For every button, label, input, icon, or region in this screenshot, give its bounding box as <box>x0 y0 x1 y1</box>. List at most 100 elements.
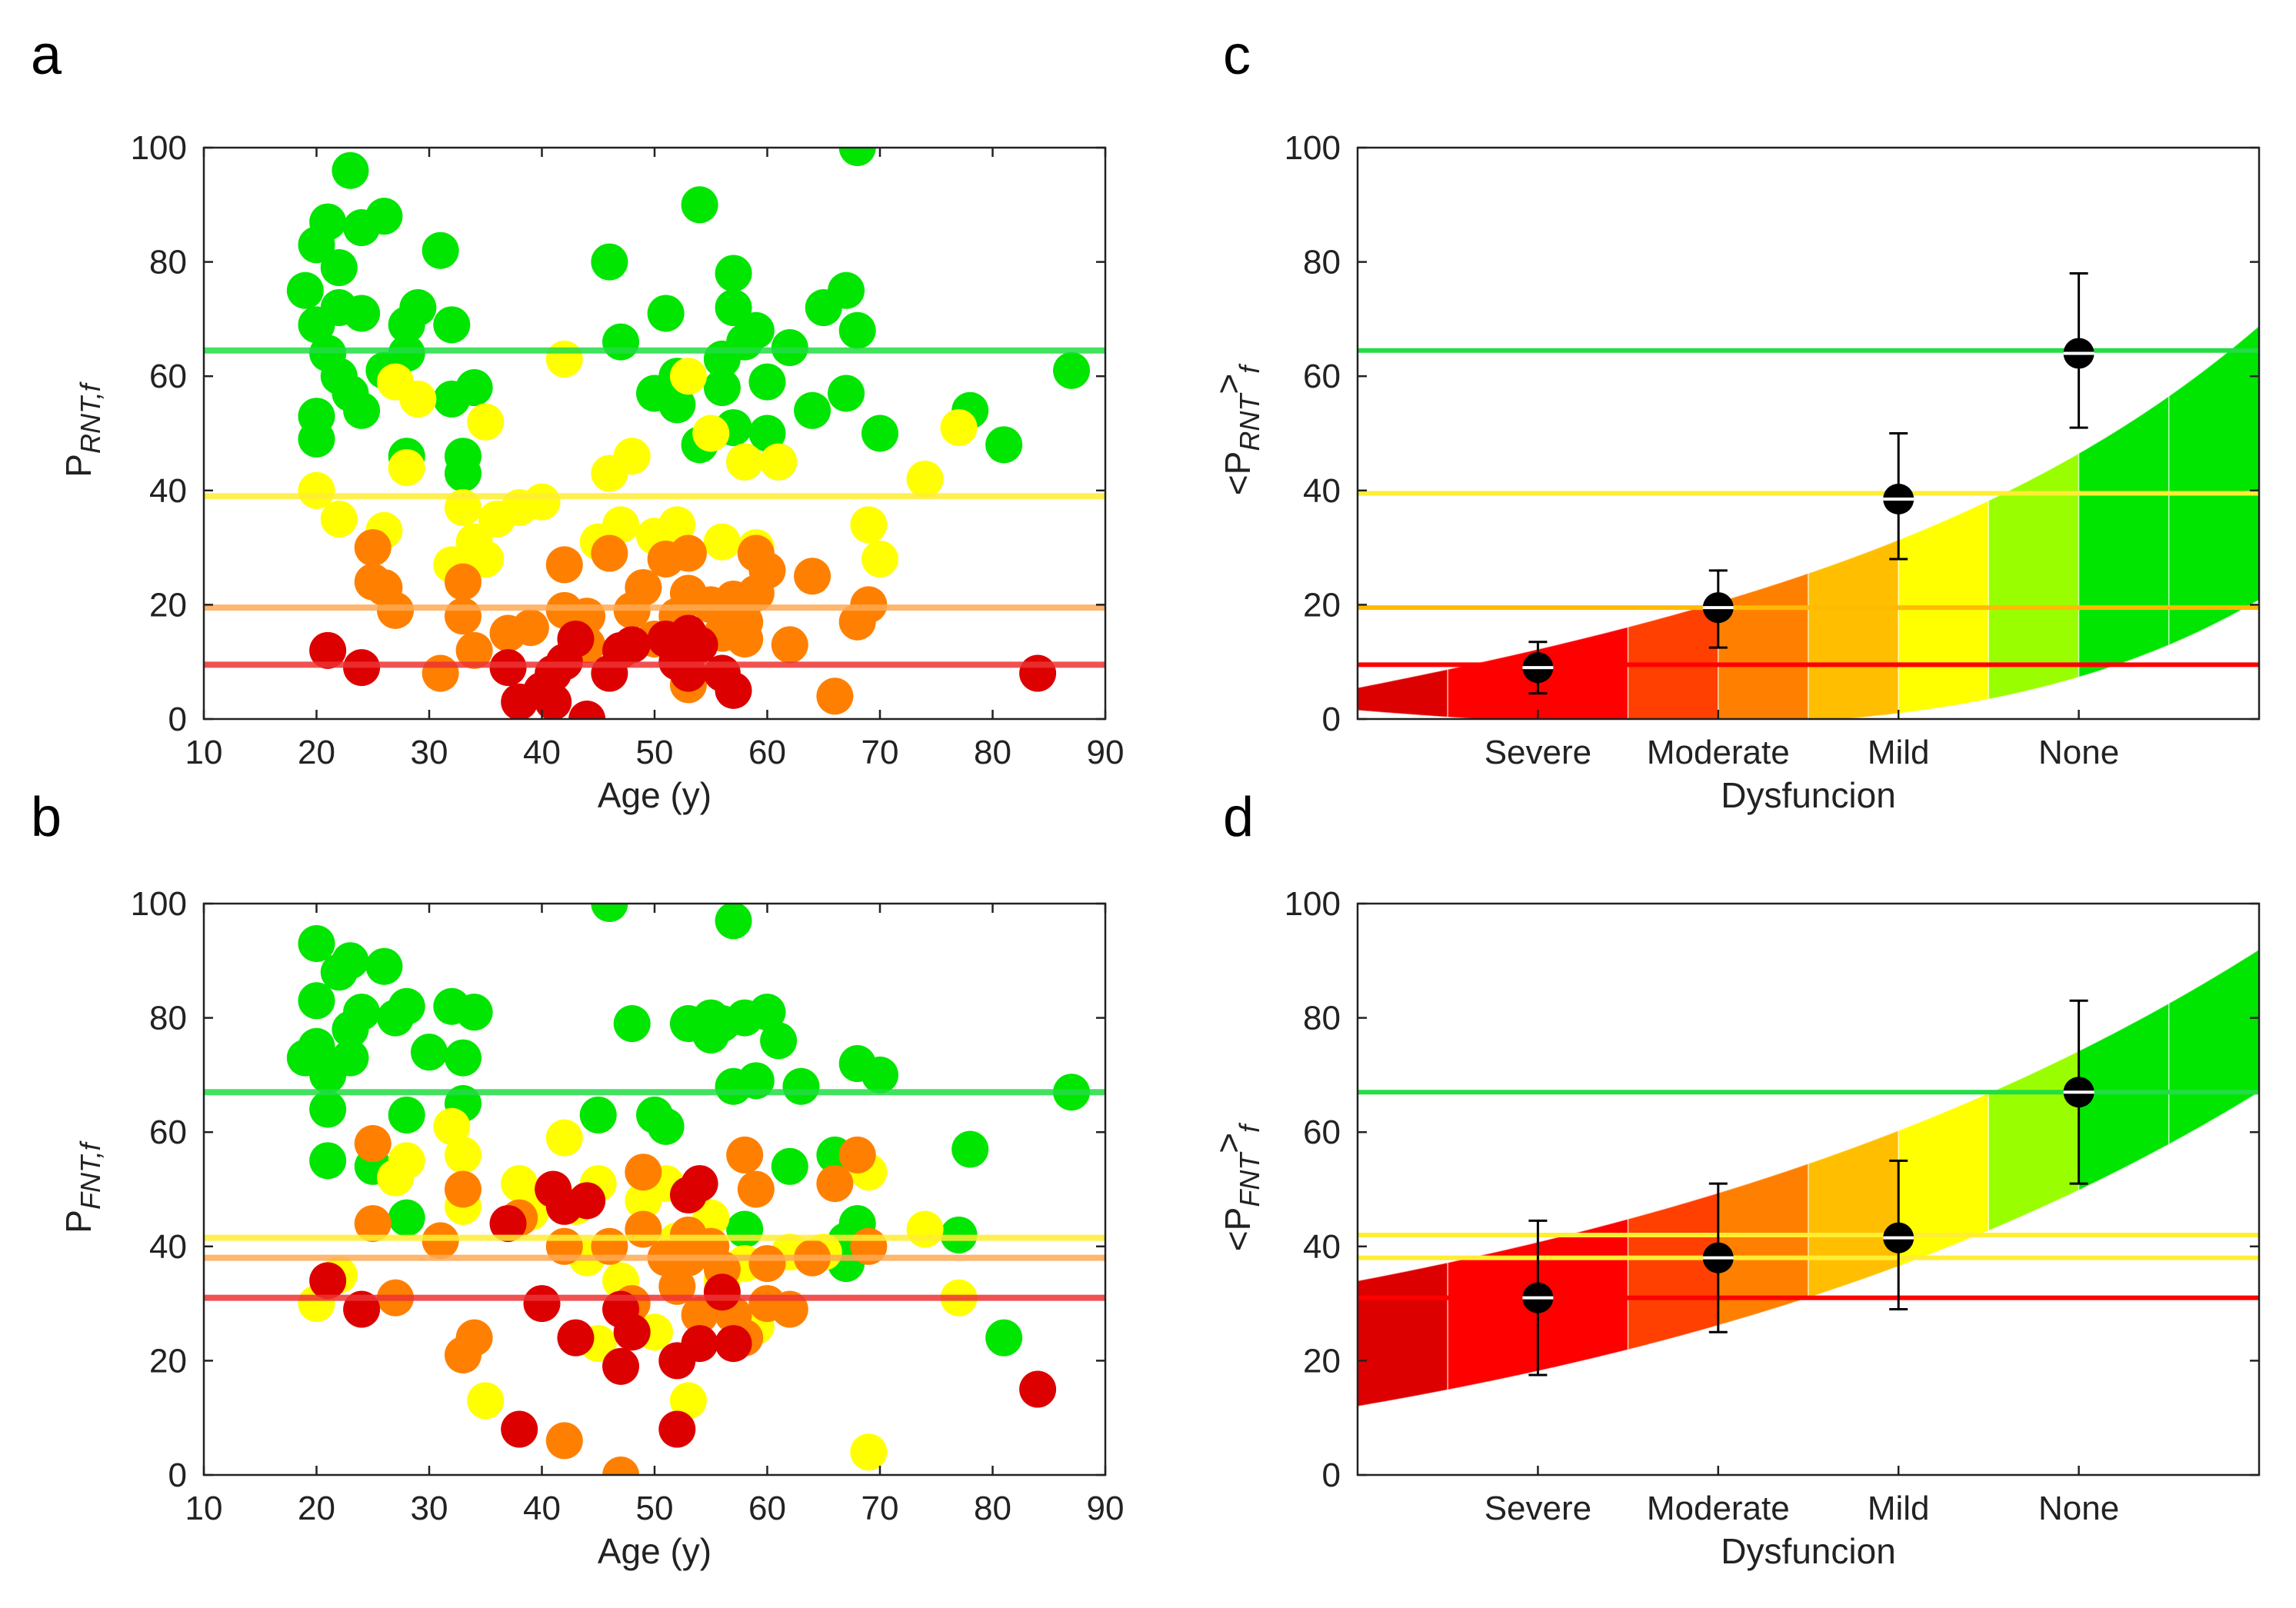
data-point-moderate <box>455 631 493 669</box>
x-tick-label: 60 <box>748 1490 786 1527</box>
data-point-none <box>794 391 831 429</box>
x-tick-label: 50 <box>636 1490 674 1527</box>
data-point-severe <box>669 654 707 692</box>
data-point-severe <box>568 1182 606 1220</box>
x-axis-title: Age (y) <box>598 1531 711 1571</box>
data-point-severe <box>681 626 718 664</box>
data-point-moderate <box>838 1136 876 1174</box>
data-point-mild <box>467 1382 505 1420</box>
series-mild <box>298 340 978 584</box>
y-tick-label: 60 <box>1303 1114 1341 1151</box>
data-point-none <box>343 295 381 332</box>
y-tick-label: 60 <box>149 358 187 395</box>
data-point-moderate <box>748 551 786 589</box>
x-tick-label: 70 <box>861 734 899 771</box>
y-tick-label: 60 <box>149 1114 187 1151</box>
x-axis-title: Dysfuncion <box>1721 1531 1896 1571</box>
data-point-none <box>444 1039 482 1077</box>
data-point-none <box>828 375 865 412</box>
panel-letter-a: a <box>31 25 62 86</box>
data-point-moderate <box>681 1296 718 1333</box>
x-tick-label: 80 <box>974 1490 1011 1527</box>
x-tick-label: 10 <box>185 1490 223 1527</box>
data-point-none <box>286 271 324 309</box>
y-tick-label: 40 <box>1303 1228 1341 1266</box>
x-tick-label: 70 <box>861 1490 899 1527</box>
data-point-none <box>828 271 865 309</box>
data-point-none <box>422 231 459 269</box>
band-segment <box>1808 1129 1899 1299</box>
data-point-none <box>760 1022 798 1060</box>
data-point-mild <box>669 1382 707 1420</box>
data-point-none <box>388 1199 425 1237</box>
scatter-panel-a: 10 20 30 40 50 60 70 80 90 0 20 40 60 80 100 Age (y) <box>131 129 1125 815</box>
data-point-none <box>985 426 1023 464</box>
x-tick-label: 30 <box>411 1490 448 1527</box>
data-point-mild <box>388 1142 425 1180</box>
data-point-severe <box>535 683 572 719</box>
data-point-severe <box>557 1319 595 1357</box>
x-tick-label: 30 <box>411 734 448 771</box>
data-point-none <box>365 198 403 235</box>
data-point-mild <box>444 1136 482 1174</box>
band-panel-c: Severe Moderate Mild None 0 20 40 60 80 100 Dysfun… <box>1285 129 2261 815</box>
data-point-severe <box>489 1205 527 1243</box>
data-point-severe <box>557 620 595 658</box>
y-tick-label: 40 <box>1303 472 1341 510</box>
y-tick-label: 0 <box>1322 701 1341 738</box>
x-axis-title: Dysfuncion <box>1721 775 1896 815</box>
x-tick-label: 90 <box>1087 1490 1125 1527</box>
data-point-mild <box>658 506 696 544</box>
data-point-severe <box>613 1313 651 1351</box>
x-tick-label: 90 <box>1087 734 1125 771</box>
x-tick-label: Mild <box>1868 1490 1930 1527</box>
data-point-mild <box>467 540 505 578</box>
data-point-mild <box>388 449 425 487</box>
data-point-moderate <box>354 1205 392 1243</box>
y-tick-label: 20 <box>149 586 187 624</box>
data-point-none <box>332 1039 369 1077</box>
data-point-severe <box>715 671 752 709</box>
data-point-mild <box>850 506 888 544</box>
x-tick-label: Moderate <box>1647 1490 1790 1527</box>
data-point-none <box>433 306 471 344</box>
band-panel-d: Severe Moderate Mild None 0 20 40 60 80 100 Dysfun… <box>1285 885 2261 1571</box>
data-point-mild <box>545 340 583 378</box>
x-tick-label: 10 <box>185 734 223 771</box>
data-point-moderate <box>794 558 831 595</box>
data-point-mild <box>692 414 730 452</box>
data-point-none <box>332 942 369 980</box>
data-point-none <box>703 369 741 407</box>
data-point-none <box>388 987 425 1025</box>
axis-frame <box>1356 146 2261 721</box>
data-point-mild <box>320 500 358 538</box>
axis-frame <box>1356 902 2261 1476</box>
data-point-moderate <box>512 609 549 647</box>
data-point-moderate <box>455 1319 493 1357</box>
data-point-none <box>715 255 752 292</box>
plot-area <box>204 148 1105 719</box>
data-point-moderate <box>816 1165 854 1203</box>
data-point-none <box>411 1034 448 1071</box>
data-point-none <box>343 994 381 1031</box>
data-point-moderate <box>816 677 854 715</box>
data-point-mild <box>613 438 651 475</box>
data-point-severe <box>681 1165 718 1203</box>
data-point-none <box>782 1067 820 1105</box>
y-tick-label: 0 <box>168 701 187 738</box>
data-point-none <box>613 1005 651 1043</box>
x-tick-label: 60 <box>748 734 786 771</box>
data-point-severe <box>703 1273 741 1311</box>
data-point-mild <box>501 1165 538 1203</box>
x-tick-label: 50 <box>636 734 674 771</box>
band-segment <box>2078 395 2170 678</box>
data-point-severe <box>681 1325 718 1363</box>
band-segment <box>1718 572 1809 719</box>
data-point-none <box>455 994 493 1031</box>
x-tick-label: 40 <box>523 734 561 771</box>
y-tick-label: 80 <box>149 1000 187 1037</box>
data-point-none <box>838 311 876 349</box>
plot-area <box>1358 948 2259 1407</box>
data-point-none <box>647 295 685 332</box>
